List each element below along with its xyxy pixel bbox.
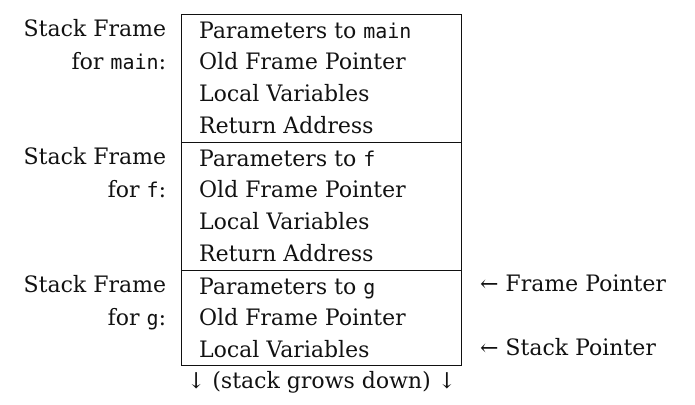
frame-label-g: Stack Frame for g: <box>24 270 166 334</box>
stack-row: Parameters to f <box>199 147 376 172</box>
frame-label-title: Stack Frame <box>23 273 166 298</box>
stack-row: Parameters to g <box>199 275 376 300</box>
stack-frame-g: Parameters to g Old Frame Pointer Local … <box>182 270 461 367</box>
function-name-main: main <box>110 50 159 74</box>
frame-label-title: Stack Frame <box>23 17 166 42</box>
stack-box: Parameters to main Old Frame Pointer Loc… <box>181 14 462 366</box>
stack-row: Old Frame Pointer <box>199 50 406 75</box>
frame-pointer-label: ← Frame Pointer <box>480 272 666 297</box>
frame-label-title: Stack Frame <box>23 145 166 170</box>
stack-row: Old Frame Pointer <box>199 178 406 203</box>
stack-pointer-label: ← Stack Pointer <box>480 336 656 361</box>
stack-row: Local Variables <box>199 210 370 235</box>
frame-label-main: Stack Frame for main: <box>24 14 166 78</box>
stack-row: Return Address <box>199 242 374 267</box>
stack-row: Old Frame Pointer <box>199 306 406 331</box>
stack-direction-note: ↓ (stack grows down) ↓ <box>186 369 457 394</box>
function-name-g: g <box>146 306 159 330</box>
stack-frame-main: Parameters to main Old Frame Pointer Loc… <box>182 15 461 143</box>
stack-row: Local Variables <box>199 82 370 107</box>
frame-label-for: for g: <box>107 306 166 331</box>
frame-label-for: for f: <box>107 178 166 203</box>
function-name-f: f <box>146 178 159 202</box>
frame-label-f: Stack Frame for f: <box>24 142 166 206</box>
stack-row: Parameters to main <box>199 19 412 44</box>
stack-row: Local Variables <box>199 338 370 363</box>
stack-row: Return Address <box>199 114 374 139</box>
frame-label-for: for main: <box>71 50 167 75</box>
stack-frame-f: Parameters to f Old Frame Pointer Local … <box>182 142 461 271</box>
